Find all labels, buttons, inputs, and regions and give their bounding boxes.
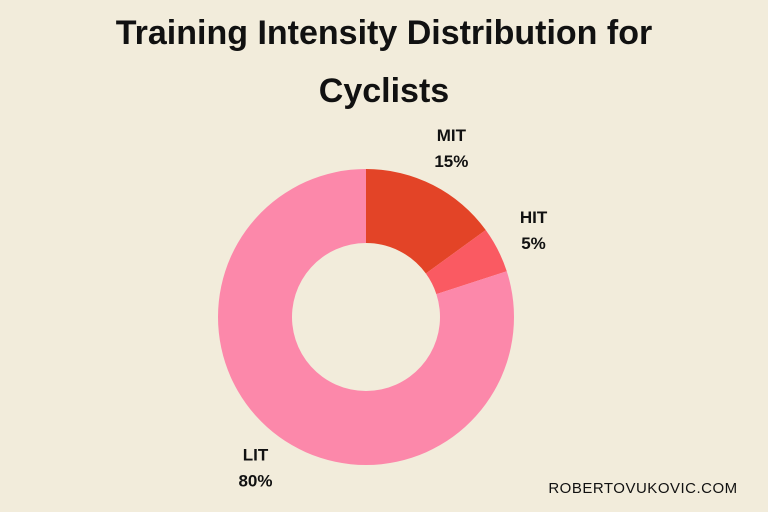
footer: ROBERTOVUKOVIC.COM — [548, 480, 738, 497]
slice-label: MIT — [437, 126, 467, 145]
value-label: 15% — [434, 152, 468, 171]
donut-slice — [366, 169, 486, 274]
slice-label: HIT — [520, 208, 548, 227]
donut-slice — [218, 169, 515, 465]
value-label: 5% — [521, 234, 546, 253]
chart-title: Training Intensity Distribution for Cycl… — [115, 14, 653, 110]
value-label: 80% — [238, 472, 272, 491]
donut-slice — [425, 230, 507, 295]
slice-label: LIT — [243, 446, 269, 465]
